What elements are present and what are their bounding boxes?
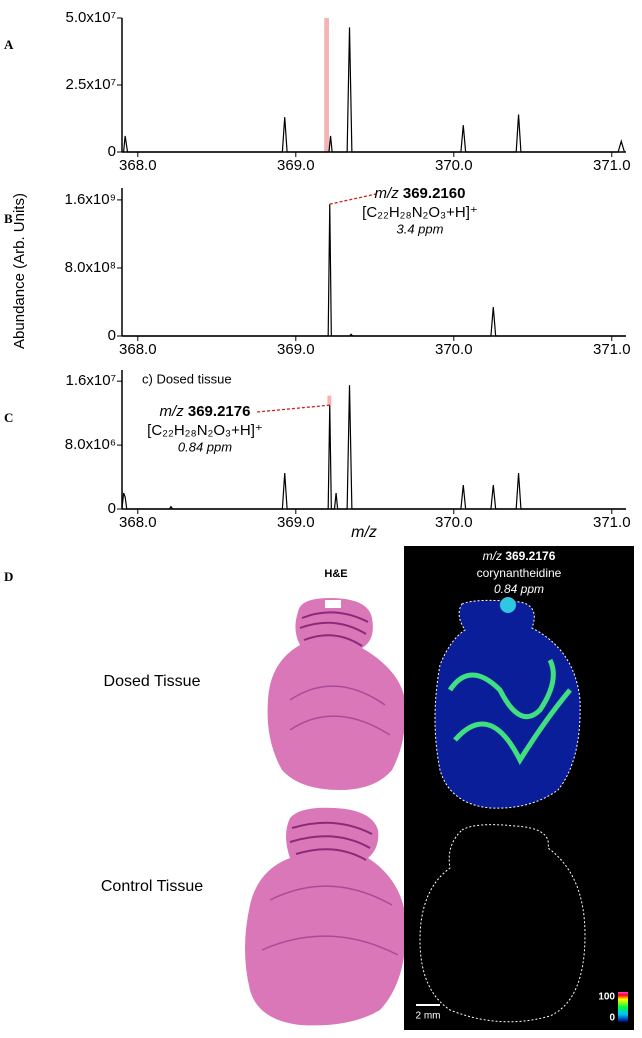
colorbar-max: 100: [598, 992, 615, 1003]
x-tick-label: 370.0: [435, 157, 473, 174]
y-tick-label: 8.0x10⁸: [65, 259, 116, 276]
highlight: [327, 395, 332, 406]
image-title-mz: 369.2176: [505, 549, 555, 563]
annotation-ppm: 3.4 ppm: [397, 221, 444, 236]
panel-letter: B: [4, 211, 13, 226]
row-label: Dosed Tissue: [104, 673, 201, 690]
he-control: [245, 807, 407, 1026]
annotation-mz: m/z 369.2160: [375, 185, 466, 202]
x-tick-label: 370.0: [435, 514, 473, 531]
y-axis-label: Abundance (Arb. Units): [11, 193, 28, 349]
x-tick-label: 369.0: [277, 341, 315, 358]
row-label: Control Tissue: [101, 878, 203, 895]
panel-letter: D: [4, 569, 13, 584]
annotation-mz-value: 369.2160: [403, 185, 466, 202]
image-title-prefix: m/z: [483, 549, 502, 563]
image-title: m/z 369.2176: [483, 549, 556, 563]
annotation-mz: m/z 369.2176: [160, 403, 251, 420]
y-tick-label: 0: [108, 143, 116, 160]
y-tick-label: 8.0x10⁶: [65, 436, 116, 453]
annotation-leader: [329, 193, 377, 205]
x-tick-label: 368.0: [119, 514, 157, 531]
x-tick-label: 368.0: [119, 157, 157, 174]
annotation-leader: [256, 404, 330, 413]
y-tick-label: 5.0x10⁷: [66, 9, 116, 26]
x-tick-label: 368.0: [119, 341, 157, 358]
spectrum-line: [122, 204, 626, 337]
he-dosed: [267, 598, 406, 790]
x-tick-label: 371.0: [593, 514, 631, 531]
highlight: [324, 18, 329, 152]
image-compound: corynantheidine: [477, 566, 562, 580]
panel-letter: C: [4, 410, 13, 425]
spectrum-line: [121, 385, 626, 510]
x-tick-label: 370.0: [435, 341, 473, 358]
colorbar-min: 0: [609, 1013, 615, 1024]
x-tick-label: 371.0: [593, 341, 631, 358]
he-title: H&E: [324, 568, 347, 580]
y-tick-label: 1.6x10⁹: [65, 191, 116, 208]
panel-letter: A: [4, 37, 14, 52]
image-ppm: 0.84 ppm: [494, 582, 544, 596]
x-tick-label: 369.0: [277, 514, 315, 531]
annotation-prefix: m/z: [160, 403, 185, 420]
spectrum-line: [122, 27, 625, 153]
y-tick-label: 0: [108, 327, 116, 344]
scale-bar-label: 2 mm: [416, 1011, 441, 1022]
x-tick-label: 369.0: [277, 157, 315, 174]
subtitle: c) Dosed tissue: [142, 371, 232, 386]
annotation-prefix: m/z: [375, 185, 400, 202]
x-axis-label: m/z: [351, 524, 377, 541]
x-tick-label: 371.0: [593, 157, 631, 174]
y-tick-label: 0: [108, 500, 116, 517]
ms-image-control: [419, 824, 586, 1023]
ms-image-dosed: [434, 597, 581, 809]
annotation-ppm: 0.84 ppm: [178, 439, 232, 454]
annotation-formula: [C₂₂H₂₈N₂O₃+H]⁺: [147, 422, 263, 439]
annotation-mz-value: 369.2176: [188, 403, 251, 420]
y-tick-label: 2.5x10⁷: [66, 76, 116, 93]
annotation-formula: [C₂₂H₂₈N₂O₃+H]⁺: [362, 204, 478, 221]
y-tick-label: 1.6x10⁷: [66, 372, 116, 389]
colorbar: [618, 992, 628, 1022]
